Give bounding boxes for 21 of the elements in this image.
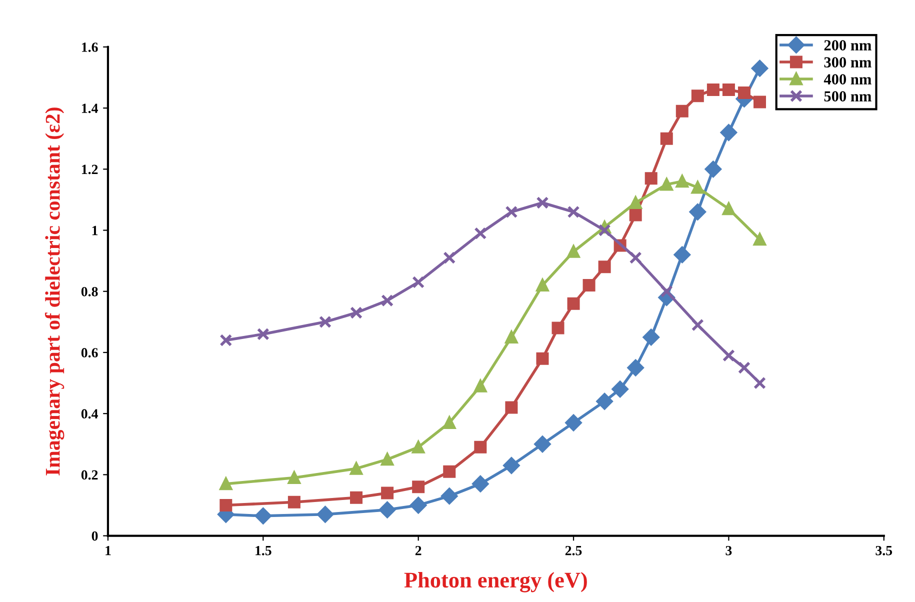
legend-label: 200 nm [824, 40, 872, 50]
x-axis-title: Photon energy (eV) [404, 572, 587, 592]
y-tick-label: 1 [92, 226, 98, 236]
x-tick-label: 2.5 [565, 546, 582, 556]
x-tick-label: 2 [415, 546, 422, 556]
y-axis-title: Imagenary part of dielectric constant (ε2) [44, 108, 64, 476]
y-tick-label: 0.4 [81, 409, 98, 419]
x-tick-label: 3 [726, 546, 732, 556]
y-tick-label: 1.6 [82, 42, 98, 52]
legend-label: 400 nm [824, 74, 872, 84]
x-tick-label: 1.5 [256, 546, 272, 556]
legend-label: 300 nm [824, 57, 872, 68]
y-tick-label: 0.8 [81, 286, 98, 296]
y-tick-label: 0.6 [81, 348, 98, 358]
x-tick-label: 1 [106, 546, 111, 556]
y-tick-label: 1.2 [82, 164, 98, 174]
legend-label: 500 nm [824, 91, 872, 102]
y-tick-label: 0.2 [81, 470, 98, 480]
y-tick-label: 1.4 [82, 104, 98, 114]
y-tick-label: 0 [92, 531, 98, 541]
x-tick-label: 3.5 [876, 546, 892, 556]
